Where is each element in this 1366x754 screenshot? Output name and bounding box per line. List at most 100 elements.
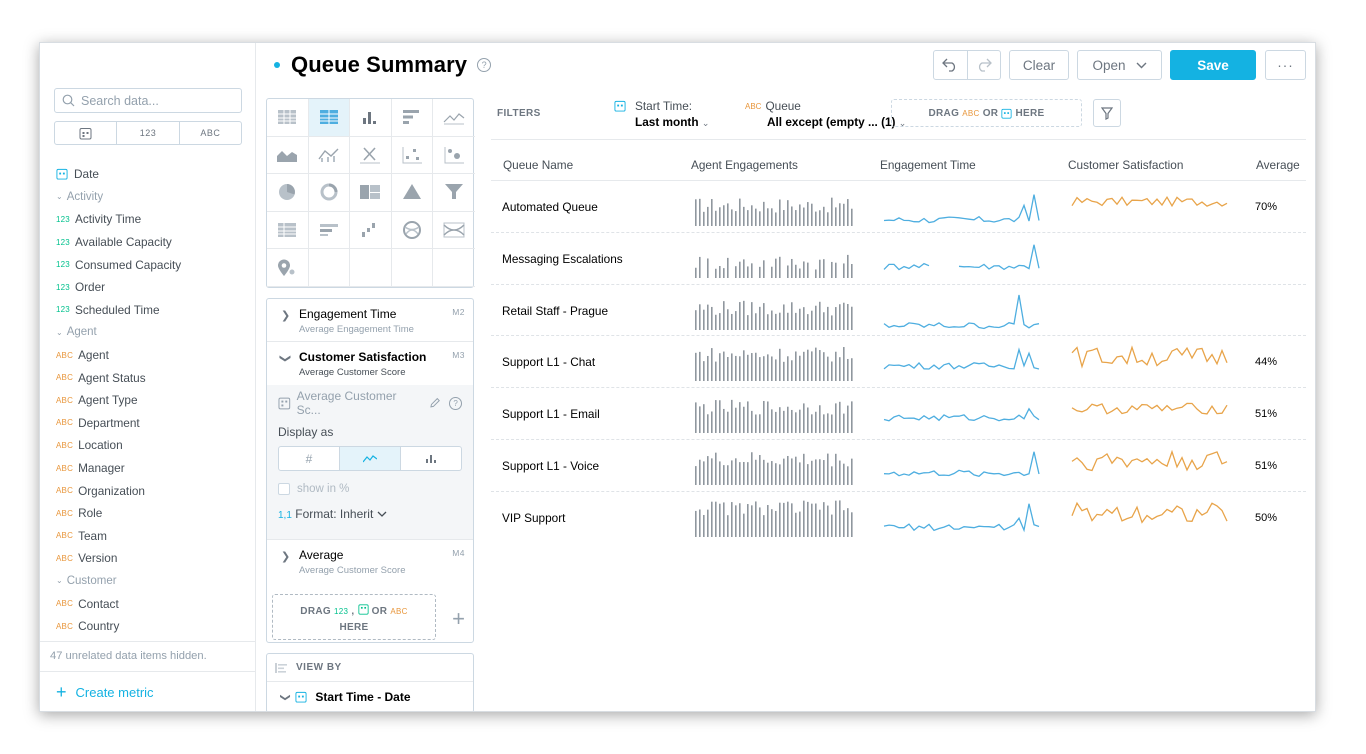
viz-type-donut-chart[interactable] <box>308 174 351 212</box>
viz-type-geo-chart[interactable] <box>267 249 309 287</box>
col-average[interactable]: Average <box>1256 158 1300 172</box>
col-queue-name[interactable]: Queue Name <box>503 158 574 172</box>
spark-bar <box>815 411 817 434</box>
display-sparkline-option[interactable] <box>340 447 401 470</box>
table-row[interactable]: Support L1 - Voice 51% <box>491 440 1306 492</box>
metric-type-tag: 123 <box>56 260 70 270</box>
viz-type-bar-chart[interactable] <box>391 99 434 137</box>
viz-type-sankey-chart[interactable] <box>433 212 475 250</box>
viz-type-empty <box>350 249 392 287</box>
spark-bar <box>843 347 845 382</box>
metric-drop-zone[interactable]: DRAG 123 , OR ABC HERE <box>272 594 436 640</box>
viz-type-funnel-chart[interactable] <box>433 174 475 212</box>
viz-type-table[interactable] <box>267 99 309 137</box>
help-icon[interactable]: ? <box>449 396 462 410</box>
catalog-item[interactable]: ABC Organization <box>56 479 246 502</box>
pencil-icon[interactable] <box>429 397 441 409</box>
catalog-item[interactable]: 123 Available Capacity <box>56 231 246 254</box>
catalog-item[interactable]: ABC Manager <box>56 457 246 480</box>
metric-type-tag: 123 <box>56 237 70 247</box>
catalog-item[interactable]: 123 Scheduled Time <box>56 299 246 322</box>
table-row[interactable]: VIP Support 50% <box>491 492 1306 544</box>
viz-type-bullet-chart[interactable] <box>308 211 351 250</box>
filter-attributes-button[interactable]: ABC <box>200 128 221 138</box>
col-customer-satisfaction[interactable]: Customer Satisfaction <box>1068 158 1184 172</box>
viz-type-combo-chart[interactable] <box>308 136 351 175</box>
catalog-item[interactable]: Date <box>56 163 246 186</box>
queue-filter[interactable]: ABC Queue All except (empty ... (1) ⌄ <box>745 99 906 129</box>
col-agent-engagements[interactable]: Agent Engagements <box>691 158 798 172</box>
page-title[interactable]: Queue Summary <box>291 52 468 77</box>
spark-bar <box>831 315 833 330</box>
spark-bar <box>751 505 753 537</box>
table-row[interactable]: Messaging Escalations <box>491 233 1306 285</box>
clear-button[interactable]: Clear <box>1009 50 1069 80</box>
catalog-item[interactable]: ABC Agent Status <box>56 366 246 389</box>
metric-item-customer-satisfaction[interactable]: ❯ Customer Satisfaction Average Customer… <box>267 342 473 385</box>
spark-bar <box>815 269 817 278</box>
catalog-item[interactable]: 123 Activity Time <box>56 208 246 231</box>
filter-options-button[interactable] <box>1093 99 1121 127</box>
metric-item-average[interactable]: ❯ Average Average Customer Score M4 <box>267 540 473 583</box>
measure-select[interactable]: Average Customer Sc... ? <box>278 389 462 417</box>
search-input[interactable]: Search data... <box>54 88 242 113</box>
viz-type-pie-chart[interactable] <box>267 174 309 212</box>
catalog-group[interactable]: ⌄ Agent <box>56 321 246 344</box>
viz-type-scatter-chart[interactable] <box>350 136 392 175</box>
table-row[interactable]: Support L1 - Email 51% <box>491 388 1306 440</box>
catalog-group[interactable]: ⌄ Activity <box>56 186 246 209</box>
viz-type-line-chart[interactable] <box>433 99 475 137</box>
viz-type-dependency-wheel[interactable] <box>391 211 434 250</box>
spark-bar <box>767 313 769 330</box>
viz-type-waterfall-chart[interactable] <box>350 211 392 250</box>
catalog-item[interactable]: ABC Location <box>56 434 246 457</box>
catalog-group[interactable]: ⌄ Customer <box>56 570 246 593</box>
display-number-option[interactable]: # <box>279 447 340 470</box>
viz-type-dot-chart[interactable] <box>433 137 475 175</box>
col-engagement-time[interactable]: Engagement Time <box>880 158 976 172</box>
more-options-button[interactable]: ··· <box>1265 50 1306 80</box>
filter-date-button[interactable] <box>55 122 118 144</box>
add-metric-icon[interactable]: + <box>452 606 465 631</box>
display-bar-option[interactable] <box>401 447 461 470</box>
create-metric-button[interactable]: + Create metric <box>40 671 256 711</box>
catalog-item[interactable]: ABC Agent <box>56 344 246 367</box>
open-button[interactable]: Open <box>1077 50 1162 80</box>
start-time-filter[interactable]: Start Time: Last month ⌄ <box>614 99 709 129</box>
agent-engagements-sparkbars <box>695 197 853 226</box>
catalog-item[interactable]: ABC Agent Type <box>56 389 246 412</box>
spark-bar <box>779 464 781 485</box>
format-dropdown[interactable]: 1,1 Format: Inherit <box>278 507 462 521</box>
viz-type-bubble-chart[interactable] <box>391 136 434 175</box>
table-row[interactable]: Support L1 - Chat 44% <box>491 336 1306 389</box>
viz-type-treemap[interactable] <box>350 174 392 212</box>
catalog-item[interactable]: ABC Department <box>56 412 246 435</box>
catalog-item[interactable]: 123 Consumed Capacity <box>56 253 246 276</box>
viz-type-headline-table[interactable] <box>308 99 351 137</box>
filter-metrics-button[interactable]: 123 <box>117 122 180 144</box>
viz-type-column-chart[interactable] <box>350 99 392 137</box>
spark-bar <box>767 208 769 226</box>
queue-name-cell: Retail Staff - Prague <box>502 303 609 318</box>
viz-type-area-chart[interactable] <box>267 136 309 175</box>
help-icon[interactable]: ? <box>477 58 492 72</box>
catalog-item[interactable]: ABC Country <box>56 615 246 638</box>
catalog-item[interactable]: ABC Version <box>56 547 246 570</box>
catalog-item[interactable]: ABC Role <box>56 502 246 525</box>
metric-item-engagement-time[interactable]: ❯ Engagement Time Average Engagement Tim… <box>267 299 473 342</box>
save-button[interactable]: Save <box>1170 50 1256 80</box>
show-in-percent-checkbox[interactable]: show in % <box>278 483 462 495</box>
table-row[interactable]: Retail Staff - Prague <box>491 285 1306 337</box>
filter-drop-zone[interactable]: DRAG ABC OR HERE <box>891 99 1082 127</box>
catalog-item[interactable]: 123 Order <box>56 276 246 299</box>
catalog-item[interactable]: ABC Team <box>56 525 246 548</box>
viz-type-pivot-table[interactable] <box>267 211 309 250</box>
redo-button[interactable] <box>968 51 1001 79</box>
metric-subtitle: Average Engagement Time <box>299 324 414 335</box>
table-row[interactable]: Automated Queue 70% <box>491 181 1306 233</box>
view-by-item[interactable]: ❯ Start Time - Date <box>267 682 473 711</box>
undo-button[interactable] <box>934 51 968 79</box>
catalog-item[interactable]: ABC Contact <box>56 592 246 615</box>
viz-type-pyramid-chart[interactable] <box>391 174 434 212</box>
configuration-panel: ❯ Engagement Time Average Engagement Tim… <box>266 98 475 711</box>
